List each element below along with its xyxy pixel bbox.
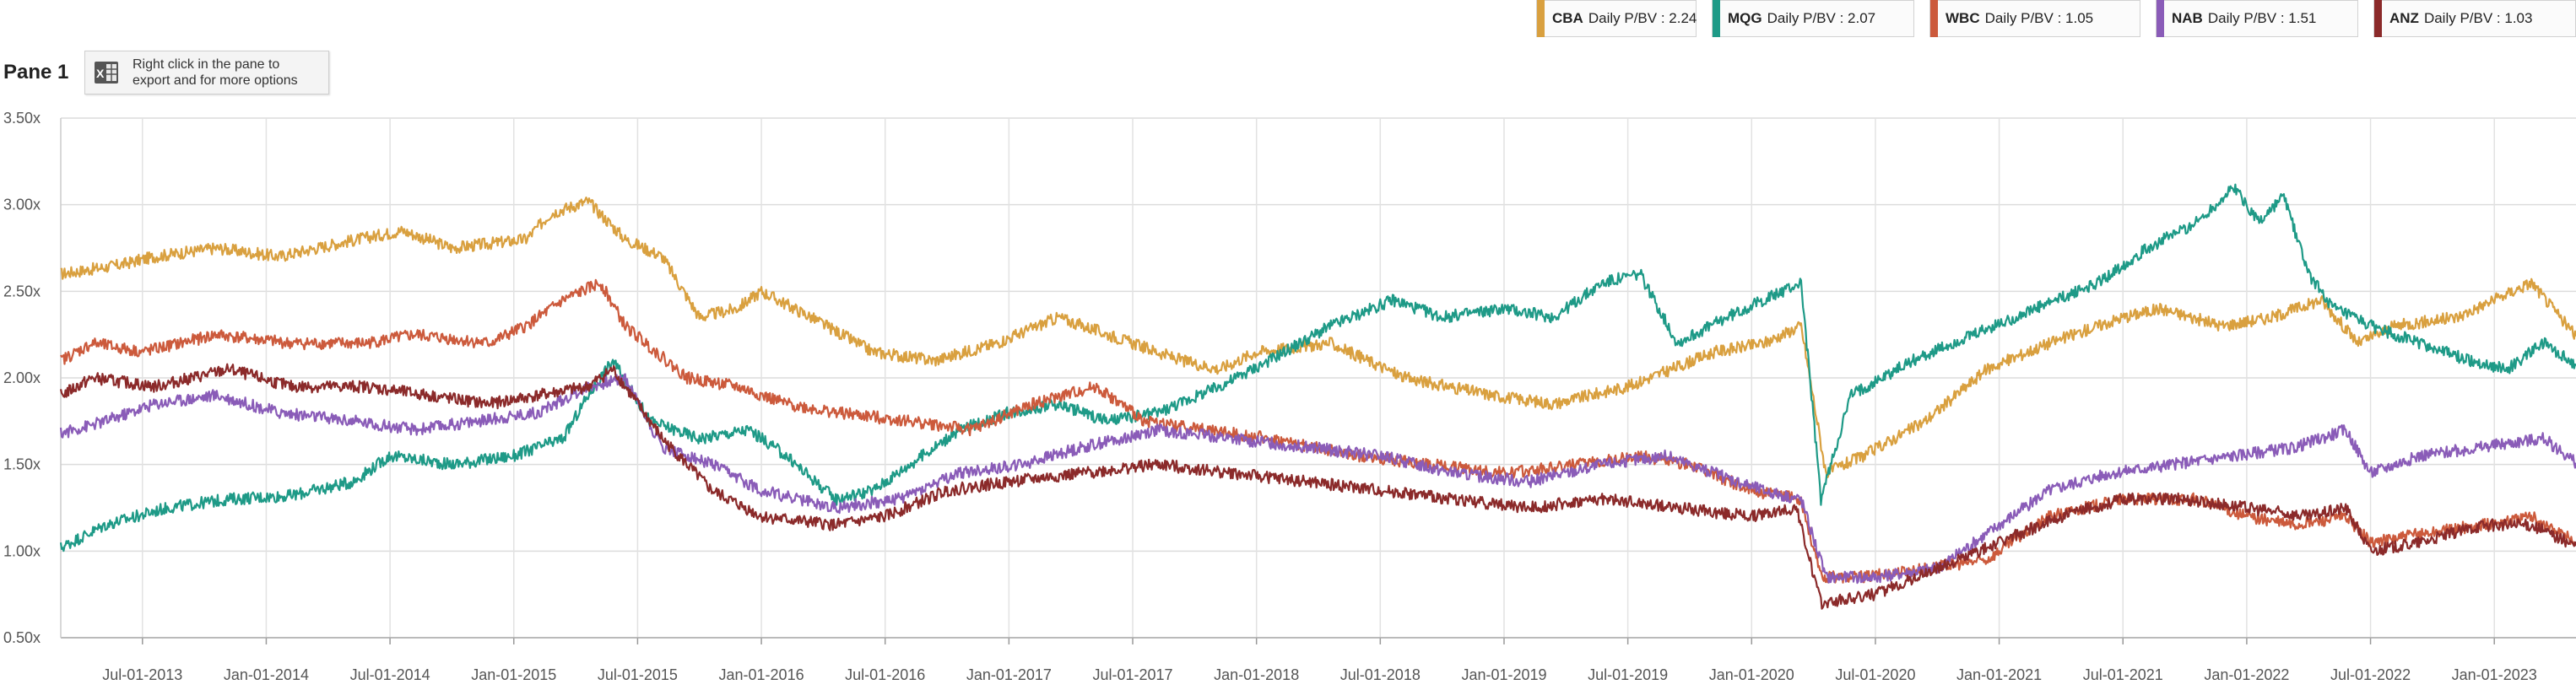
x-tick-label: Jan-01-2015 — [471, 666, 556, 683]
y-tick-label: 2.00x — [3, 369, 41, 386]
x-tick-label: Jul-01-2020 — [1835, 666, 1915, 683]
x-tick-label: Jan-01-2018 — [1214, 666, 1299, 683]
legend-label: Daily P/BV : 2.07 — [1767, 10, 1876, 26]
x-tick-label: Jan-01-2014 — [224, 666, 309, 683]
x-tick-label: Jul-01-2017 — [1092, 666, 1172, 683]
pane-title: Pane 1 — [3, 61, 69, 84]
x-tick-label: Jul-01-2015 — [598, 666, 678, 683]
series-line-cba[interactable] — [60, 197, 2576, 478]
legend-item-nab[interactable]: NAB Daily P/BV : 1.51 — [2156, 0, 2358, 37]
x-tick-label: Jan-01-2016 — [719, 666, 804, 683]
legend-swatch — [1713, 0, 1720, 37]
legend-code: NAB — [2172, 10, 2203, 26]
legend-item-wbc[interactable]: WBC Daily P/BV : 1.05 — [1929, 0, 2140, 37]
excel-icon: X — [95, 62, 118, 84]
legend-label: Daily P/BV : 2.24 — [1588, 10, 1697, 26]
legend-code: WBC — [1946, 10, 1980, 26]
x-tick-label: Jul-01-2013 — [102, 666, 182, 683]
x-tick-label: Jul-01-2014 — [350, 666, 430, 683]
y-tick-label: 1.00x — [3, 542, 41, 559]
y-tick-label: 2.50x — [3, 283, 41, 299]
x-tick-label: Jul-01-2018 — [1340, 666, 1421, 683]
series-line-anz[interactable] — [59, 363, 2576, 610]
y-tick-label: 0.50x — [3, 629, 41, 646]
legend-item-cba[interactable]: CBA Daily P/BV : 2.24 — [1536, 0, 1697, 37]
x-tick-label: Jul-01-2022 — [2330, 666, 2411, 683]
x-tick-label: Jan-01-2017 — [966, 666, 1052, 683]
legend: CBA Daily P/BV : 2.24 MQG Daily P/BV : 2.07… — [1536, 0, 2576, 44]
y-tick-label: 3.50x — [3, 110, 41, 127]
legend-code: CBA — [1552, 10, 1583, 26]
legend-swatch — [2374, 0, 2382, 37]
x-tick-label: Jul-01-2019 — [1588, 666, 1668, 683]
x-tick-label: Jan-01-2021 — [1956, 666, 2042, 683]
legend-code: ANZ — [2389, 10, 2419, 26]
x-tick-label: Jul-01-2021 — [2083, 666, 2163, 683]
y-tick-label: 3.00x — [3, 197, 41, 213]
legend-item-mqg[interactable]: MQG Daily P/BV : 2.07 — [1712, 0, 1914, 37]
legend-swatch — [2157, 0, 2164, 37]
legend-swatch — [1930, 0, 1938, 37]
y-tick-label: 1.50x — [3, 456, 41, 473]
legend-code: MQG — [1728, 10, 1762, 26]
legend-label: Daily P/BV : 1.03 — [2423, 10, 2533, 26]
legend-label: Daily P/BV : 1.05 — [1984, 10, 2094, 26]
x-tick-label: Jan-01-2020 — [1709, 666, 1794, 683]
legend-swatch — [1537, 0, 1545, 37]
x-tick-label: Jan-01-2023 — [2452, 666, 2537, 683]
x-tick-label: Jul-01-2016 — [845, 666, 925, 683]
export-hint-text: Right click in the pane to export and fo… — [133, 57, 298, 88]
x-tick-label: Jan-01-2019 — [1461, 666, 1546, 683]
export-hint-button[interactable]: X Right click in the pane to export and … — [84, 51, 329, 94]
series-line-mqg[interactable] — [59, 183, 2576, 553]
legend-label: Daily P/BV : 1.51 — [2207, 10, 2317, 26]
x-tick-label: Jan-01-2022 — [2204, 666, 2289, 683]
grid — [61, 117, 2576, 644]
legend-item-anz[interactable]: ANZ Daily P/BV : 1.03 — [2373, 0, 2576, 37]
svg-text:X: X — [96, 67, 105, 80]
series-line-nab[interactable] — [59, 373, 2576, 585]
